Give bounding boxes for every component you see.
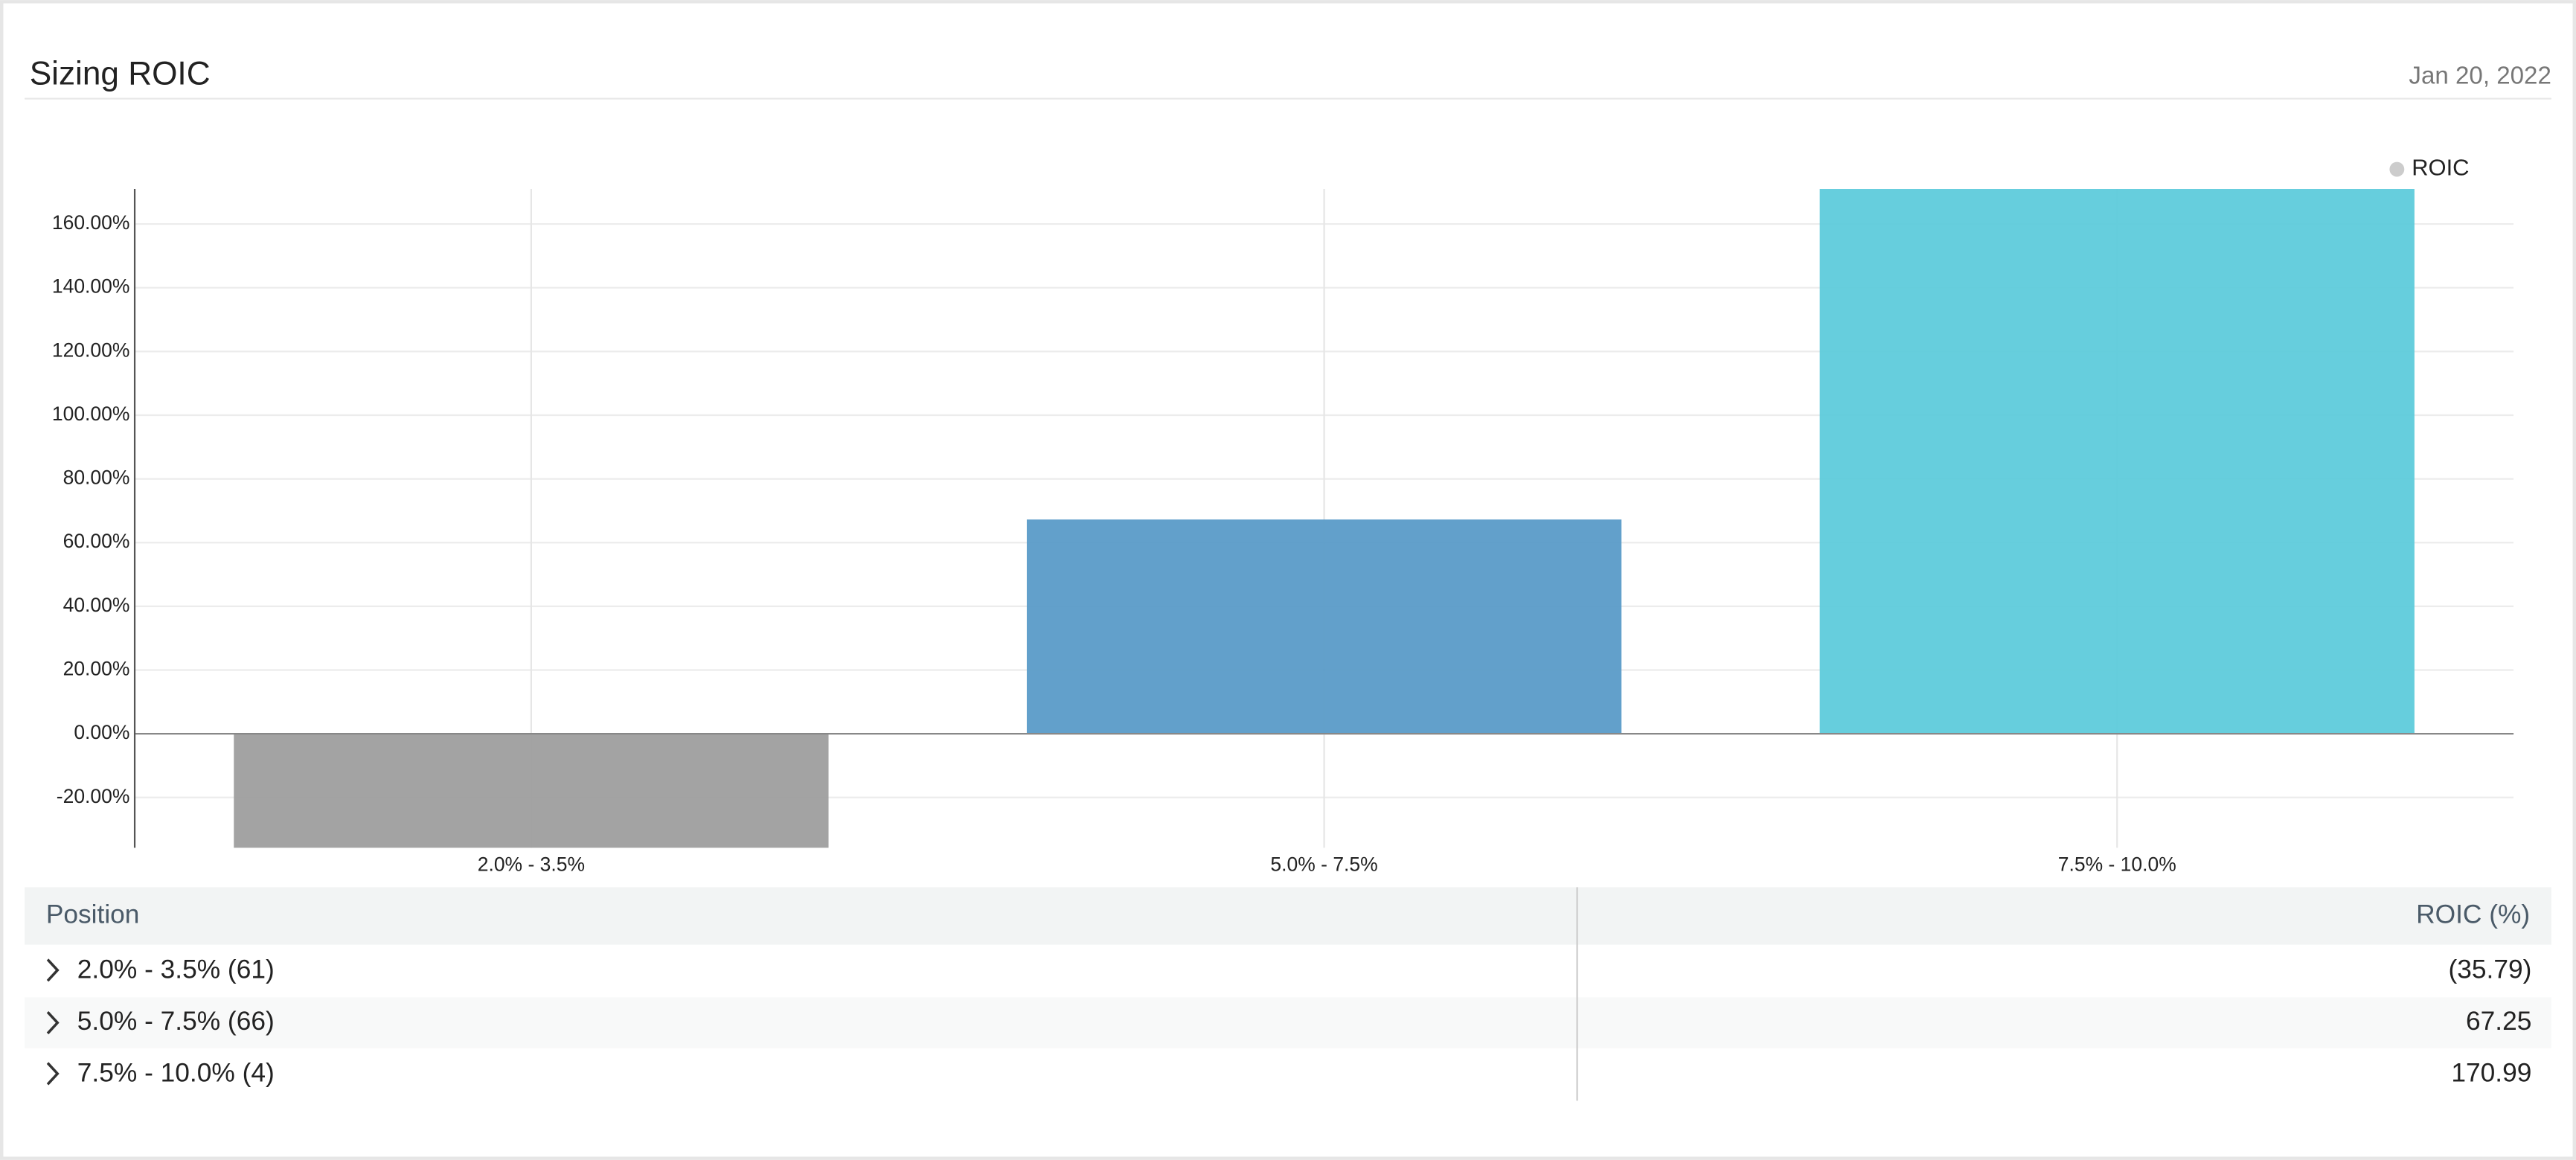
x-tick-label: 7.5% - 10.0% — [2058, 853, 2176, 876]
legend-label[interactable]: ROIC — [2412, 155, 2469, 181]
row-label[interactable]: 7.5% - 10.0% (4) — [77, 1058, 275, 1087]
row-label[interactable]: 2.0% - 3.5% (61) — [77, 955, 275, 984]
chevron[interactable] — [46, 958, 60, 982]
y-tick-label: 160.00% — [52, 211, 130, 234]
y-tick-label: 100.00% — [52, 403, 130, 425]
bar[interactable] — [1026, 519, 1622, 734]
y-tick-label: 60.00% — [63, 530, 130, 552]
row-value: 170.99 — [2451, 1058, 2531, 1087]
title: Sizing ROIC — [30, 55, 211, 92]
y-tick-label: 120.00% — [52, 339, 130, 361]
legend-marker[interactable] — [2389, 161, 2405, 177]
row-value: 67.25 — [2466, 1007, 2531, 1036]
chevron[interactable] — [46, 1062, 60, 1086]
chevron[interactable] — [46, 1010, 60, 1035]
x-tick-label: 5.0% - 7.5% — [1270, 853, 1377, 876]
table-header-bg — [25, 887, 2551, 945]
y-tick-label: 20.00% — [63, 658, 130, 680]
row-stripe — [25, 997, 2551, 1048]
y-tick-label: 80.00% — [63, 467, 130, 489]
x-tick-label: 2.0% - 3.5% — [478, 853, 585, 876]
column-header[interactable]: ROIC (%) — [2416, 900, 2530, 929]
column-header[interactable]: Position — [46, 900, 140, 929]
row-label[interactable]: 5.0% - 7.5% (66) — [77, 1007, 275, 1036]
y-tick-label: -20.00% — [57, 785, 130, 807]
bar[interactable] — [234, 734, 829, 848]
y-tick-label: 140.00% — [52, 275, 130, 298]
date: Jan 20, 2022 — [2409, 63, 2551, 90]
chevrons — [46, 958, 60, 1086]
y-tick-label: 40.00% — [63, 594, 130, 616]
bar[interactable] — [1819, 189, 2415, 734]
row-value: (35.79) — [2448, 955, 2531, 984]
y-tick-label: 0.00% — [74, 721, 129, 743]
